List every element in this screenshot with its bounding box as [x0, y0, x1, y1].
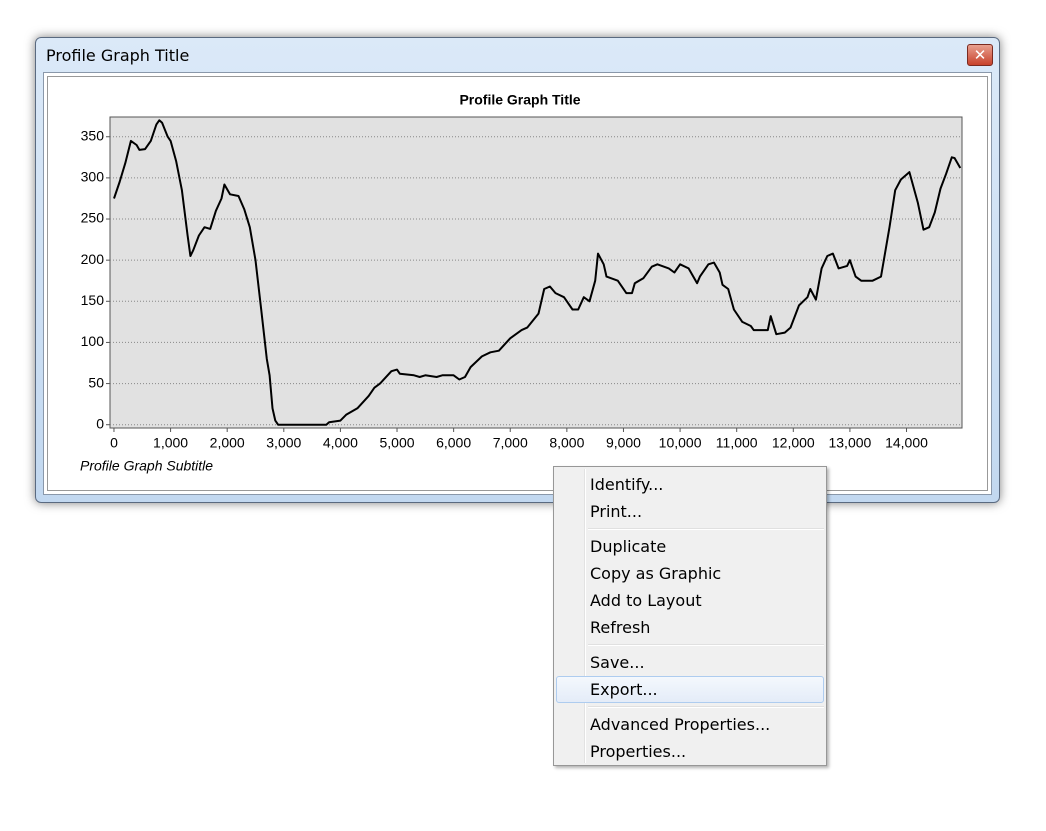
x-tick-label: 14,000: [885, 435, 928, 451]
x-tick-label: 7,000: [493, 435, 528, 451]
chart-subtitle: Profile Graph Subtitle: [80, 458, 213, 474]
menu-item[interactable]: Advanced Properties...: [590, 715, 771, 734]
profile-line: [113, 119, 962, 426]
y-tick-label: 200: [81, 251, 105, 267]
menu-item[interactable]: Print...: [590, 502, 643, 521]
x-tick-label: 1,000: [153, 435, 188, 451]
y-tick-label: 300: [81, 169, 105, 185]
context-menu: Identify... Print... Duplicate Copy as G…: [553, 466, 827, 766]
menu-item[interactable]: Copy as Graphic: [590, 564, 722, 583]
y-tick-label: 250: [81, 210, 105, 226]
close-button[interactable]: ✕: [967, 44, 993, 66]
window-title: Profile Graph Title: [46, 46, 190, 65]
menu-item[interactable]: Duplicate: [590, 537, 667, 556]
y-tick-label: 0: [96, 415, 104, 431]
x-tick-label: 8,000: [549, 435, 584, 451]
chart-title: Profile Graph Title: [459, 92, 580, 108]
x-tick-label: 10,000: [659, 435, 702, 451]
x-tick-label: 4,000: [323, 435, 358, 451]
x-tick-label: 12,000: [772, 435, 815, 451]
menu-separator: [588, 528, 824, 530]
menu-item[interactable]: Refresh: [590, 618, 651, 637]
x-tick-label: 2,000: [210, 435, 245, 451]
x-tick-label: 3,000: [266, 435, 301, 451]
x-tick-label: 11,000: [716, 435, 758, 451]
x-tick-label: 6,000: [436, 435, 471, 451]
menu-separator: [588, 644, 824, 646]
menu-item[interactable]: Properties...: [590, 742, 687, 761]
x-tick-label: 5,000: [379, 435, 414, 451]
y-tick-label: 350: [81, 127, 105, 143]
x-tick-label: 9,000: [606, 435, 641, 451]
y-tick-label: 150: [81, 292, 105, 308]
menu-separator: [588, 706, 824, 708]
graph-frame: [47, 76, 988, 491]
y-tick-label: 100: [81, 333, 105, 349]
plot-area: [109, 116, 963, 429]
menu-item[interactable]: Add to Layout: [590, 591, 702, 610]
x-tick-label: 13,000: [828, 435, 871, 451]
menu-item[interactable]: Identify...: [590, 475, 664, 494]
menu-item[interactable]: Save...: [590, 653, 645, 672]
y-tick-label: 50: [88, 374, 104, 390]
menu-item[interactable]: Export...: [556, 676, 824, 703]
x-tick-label: 0: [110, 435, 118, 451]
